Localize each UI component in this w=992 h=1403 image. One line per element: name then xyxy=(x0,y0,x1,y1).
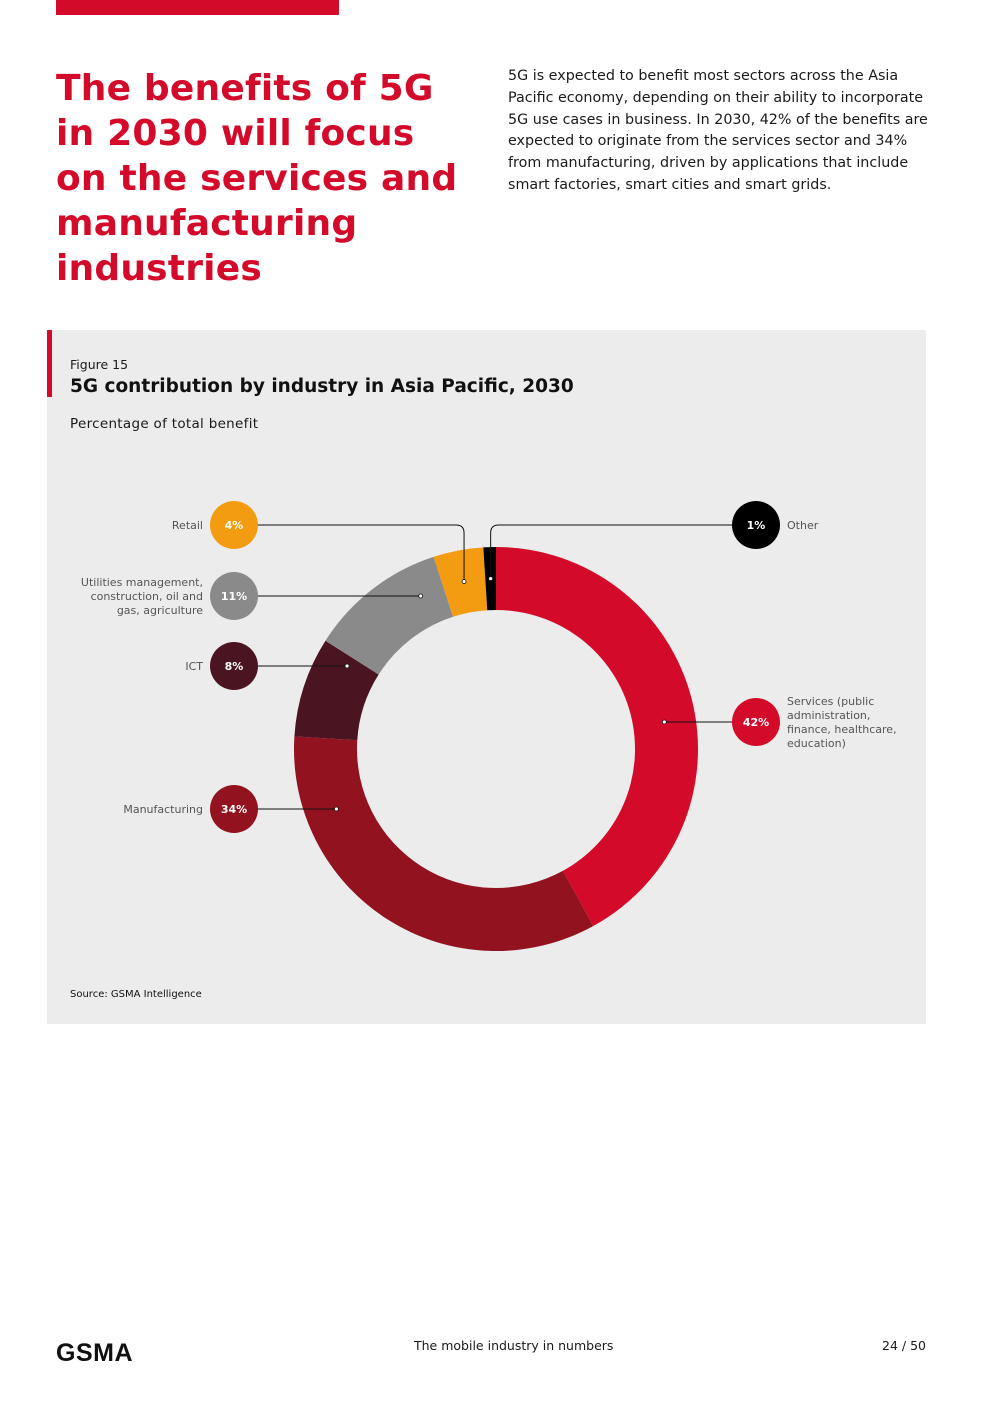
leader-dot-utilities-management xyxy=(418,593,424,599)
category-label-utilities-management: Utilities management, construction, oil a… xyxy=(81,576,203,617)
bubble-retail xyxy=(210,501,258,549)
footer-title: The mobile industry in numbers xyxy=(414,1338,614,1353)
leader-dot-ict xyxy=(344,663,350,669)
value-label-manufacturing: 34% xyxy=(221,803,247,816)
bubble-other xyxy=(732,501,780,549)
donut-slices xyxy=(294,547,698,952)
slice-retail xyxy=(433,547,488,617)
figure-source: Source: GSMA Intelligence xyxy=(70,989,202,1000)
slice-utilities-management xyxy=(325,556,454,675)
slice-manufacturing xyxy=(294,736,594,952)
page-headline: The benefits of 5G in 2030 will focus on… xyxy=(56,68,458,289)
category-label-other: Other xyxy=(787,519,819,532)
bubble-ict xyxy=(210,642,258,690)
category-label-retail: Retail xyxy=(172,519,203,532)
leader-retail xyxy=(234,524,465,582)
category-label-ict: ICT xyxy=(185,660,203,673)
page-number: 24 / 50 xyxy=(882,1338,926,1353)
figure-accent-bar xyxy=(47,330,52,397)
top-accent-bar xyxy=(56,0,339,15)
category-label-services-public: Services (public administration, finance, … xyxy=(787,695,897,750)
gsma-logo-text: GSMA xyxy=(56,1339,133,1365)
bubble-services-public xyxy=(732,698,780,746)
figure-panel: Figure 15 5G contribution by industry in… xyxy=(47,330,926,1024)
figure-label: Figure 15 xyxy=(70,357,129,372)
value-label-other: 1% xyxy=(747,519,766,532)
category-label-manufacturing: Manufacturing xyxy=(123,803,203,816)
bubble-utilities-management xyxy=(210,572,258,620)
leader-other xyxy=(490,524,756,579)
chart-title: 5G contribution by industry in Asia Paci… xyxy=(70,376,574,397)
slice-services-public xyxy=(496,547,698,927)
value-label-ict: 8% xyxy=(225,660,244,673)
leader-dot-retail xyxy=(461,579,467,584)
gsma-logo: GSMA xyxy=(56,1339,133,1365)
value-label-services-public: 42% xyxy=(743,716,769,729)
leader-dot-other xyxy=(488,576,494,581)
intro-paragraph: 5G is expected to benefit most sectors a… xyxy=(508,68,928,193)
bubble-manufacturing xyxy=(210,785,258,833)
leader-dot-manufacturing xyxy=(334,806,339,812)
value-label-retail: 4% xyxy=(225,519,244,532)
donut-chart: 42% Services (public administration, financ… xyxy=(81,501,897,952)
leader-dot-services-public xyxy=(661,719,667,725)
chart-subtitle: Percentage of total benefit xyxy=(70,416,259,432)
value-label-utilities-management: 11% xyxy=(221,590,247,603)
slice-labels: 42% Services (public administration, financ… xyxy=(81,501,897,833)
